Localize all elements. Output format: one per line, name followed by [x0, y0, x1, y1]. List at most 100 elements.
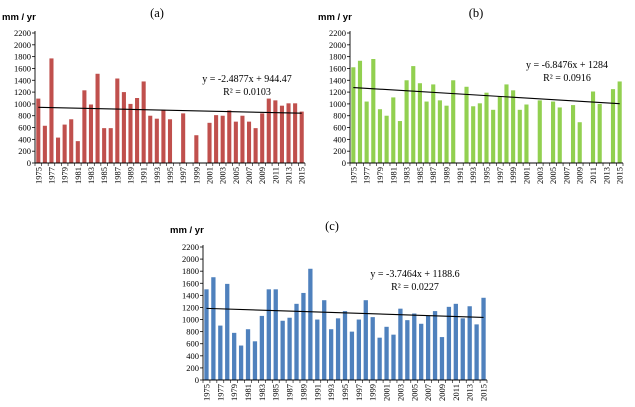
- bar-1986: [424, 101, 429, 163]
- y-tick-label: 400: [18, 134, 31, 144]
- x-tick-label: 2013: [465, 384, 475, 401]
- x-tick-label: 1989: [442, 167, 452, 184]
- x-tick-label: 2007: [423, 384, 433, 401]
- x-tick-label: 1985: [271, 384, 281, 401]
- bar-2015: [481, 297, 486, 380]
- bar-1987: [431, 84, 436, 163]
- bar-2002: [214, 115, 219, 163]
- x-tick-label: 1985: [99, 167, 109, 184]
- bar-1976: [42, 125, 47, 163]
- x-tick-label: 2015: [479, 384, 489, 401]
- y-tick-label: 2200: [14, 28, 31, 38]
- bar-2006: [240, 115, 245, 163]
- bar-2003: [537, 100, 542, 163]
- bar-1992: [464, 86, 469, 163]
- x-tick-label: 2009: [257, 167, 267, 184]
- bar-2007: [246, 121, 252, 163]
- bar-1984: [411, 66, 416, 163]
- x-tick-label: 1981: [73, 167, 83, 184]
- y-tick-label: 2200: [182, 242, 199, 252]
- trendline-r-squared: R² = 0.0227: [391, 282, 439, 293]
- bar-2011: [273, 100, 278, 163]
- panel-label: (b): [469, 6, 484, 20]
- y-tick-label: 1800: [14, 52, 31, 62]
- x-tick-label: 1999: [508, 167, 518, 184]
- bar-2004: [405, 320, 410, 380]
- x-tick-label: 2005: [409, 384, 419, 401]
- x-tick-label: 2015: [615, 167, 625, 184]
- bar-1996: [349, 331, 355, 380]
- bar-1983: [88, 104, 94, 163]
- bar-2010: [446, 306, 452, 380]
- bar-1993: [328, 329, 334, 380]
- x-tick-label: 2005: [231, 167, 241, 184]
- trendline: [206, 307, 484, 318]
- y-tick-label: 400: [333, 134, 346, 144]
- x-tick-label: 1983: [257, 384, 267, 401]
- y-tick-label: 2000: [182, 254, 199, 264]
- bar-1984: [266, 289, 271, 380]
- x-tick-label: 1985: [415, 167, 425, 184]
- bar-2003: [220, 115, 225, 163]
- bar-1991: [315, 319, 320, 380]
- x-tick-label: 1975: [33, 167, 43, 184]
- bar-1985: [273, 289, 278, 380]
- bar-1976: [357, 60, 363, 163]
- bar-2006: [557, 107, 562, 163]
- x-tick-label: 1999: [191, 167, 201, 184]
- panel-label: (c): [325, 219, 339, 233]
- x-tick-label: 1979: [60, 167, 70, 184]
- bar-1992: [148, 115, 153, 163]
- bar-1993: [154, 118, 159, 163]
- trendline-equation: y = -6.8476x + 1284: [526, 60, 608, 71]
- y-tick-label: 1000: [329, 99, 346, 109]
- bar-2013: [286, 103, 291, 163]
- bar-2004: [227, 110, 232, 163]
- x-tick-label: 1993: [468, 167, 478, 184]
- y-tick-label: 600: [333, 123, 346, 133]
- y-tick-label: 0: [195, 375, 199, 385]
- x-tick-label: 2009: [437, 384, 447, 401]
- bar-1999: [194, 135, 199, 163]
- x-tick-label: 1981: [243, 384, 253, 401]
- bar-1999: [511, 90, 516, 163]
- bar-2009: [577, 122, 582, 163]
- bar-1989: [301, 292, 306, 380]
- bar-1984: [95, 73, 100, 163]
- bar-1979: [377, 109, 383, 163]
- x-tick-label: 2005: [548, 167, 558, 184]
- y-tick-label: 800: [18, 111, 31, 121]
- x-tick-label: 2007: [561, 167, 571, 184]
- y-tick-label: 1200: [14, 87, 31, 97]
- bar-1997: [356, 319, 362, 380]
- bar-1980: [384, 115, 389, 163]
- bar-1995: [167, 119, 173, 163]
- bar-1989: [128, 103, 133, 163]
- bar-1986: [280, 320, 285, 380]
- bar-1979: [62, 124, 67, 163]
- bar-1979: [232, 332, 237, 380]
- bar-2008: [432, 311, 438, 380]
- x-tick-label: 1977: [362, 167, 372, 184]
- chart-panel-a: mm / yr (a)020040060080010001200140016001…: [2, 6, 307, 184]
- bar-1985: [102, 128, 107, 163]
- bar-1988: [121, 92, 126, 163]
- x-tick-label: 2001: [521, 167, 531, 184]
- y-tick-label: 1200: [329, 87, 346, 97]
- trendline: [38, 106, 302, 114]
- y-tick-label: 1200: [182, 302, 199, 312]
- y-tick-label: 2000: [14, 40, 31, 50]
- y-tick-label: 1800: [329, 52, 346, 62]
- y-axis-unit-label: mm / yr: [318, 12, 352, 23]
- y-tick-label: 1400: [329, 75, 346, 85]
- bar-2012: [597, 103, 602, 163]
- bar-1982: [82, 90, 87, 163]
- bar-1977: [218, 325, 223, 380]
- x-tick-label: 1993: [152, 167, 162, 184]
- bar-1975: [351, 67, 356, 163]
- bar-1980: [238, 345, 244, 380]
- x-tick-label: 2003: [218, 167, 228, 184]
- bar-1998: [504, 84, 509, 163]
- y-tick-label: 800: [186, 327, 199, 337]
- bar-2000: [377, 337, 382, 380]
